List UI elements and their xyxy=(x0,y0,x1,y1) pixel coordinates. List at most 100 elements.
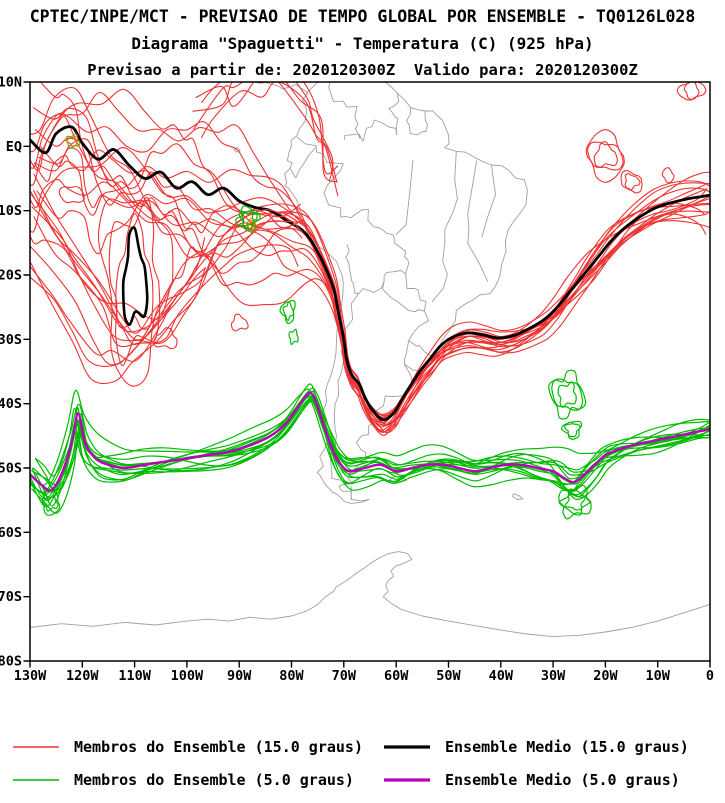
map-plot-area xyxy=(30,82,710,638)
legend-line-members-15c-icon xyxy=(13,746,59,748)
contour-blob-5c xyxy=(288,328,299,346)
coastline xyxy=(345,244,385,295)
x-axis-label: 90W xyxy=(227,668,252,684)
contour-blob-15c xyxy=(593,141,618,168)
x-axis-label: 20W xyxy=(593,668,618,684)
contour-blob-15c xyxy=(620,170,643,194)
coastline xyxy=(481,164,496,238)
y-axis-label: 10S xyxy=(0,203,22,219)
contour-blob-15c xyxy=(587,141,624,171)
y-axis-label: 30S xyxy=(0,332,22,348)
members-15c-southwest-member xyxy=(31,206,303,333)
members-15c-member xyxy=(35,138,710,419)
members-15c-north-member xyxy=(193,82,338,183)
members-15c-member xyxy=(30,178,710,425)
members-15c-southwest-member xyxy=(33,189,302,334)
coastline xyxy=(511,493,524,500)
legend-label-members-5c: Membros do Ensemble (5.0 graus) xyxy=(74,771,354,789)
legend-label-mean-5c: Ensemble Medio (5.0 graus) xyxy=(445,771,680,789)
contour-blob-mean-15c xyxy=(121,226,149,326)
legend-row-15c: Membros do Ensemble (15.0 graus) Ensembl… xyxy=(0,737,725,757)
members-15c-southwest-member xyxy=(30,194,304,344)
coastline xyxy=(382,280,425,313)
coastline xyxy=(358,92,400,142)
contour-blob-15c xyxy=(676,82,707,101)
members-5c-mean xyxy=(30,391,710,492)
contour-blob-15c xyxy=(585,129,625,183)
title-line-1: CPTEC/INPE/MCT - PREVISAO DE TEMPO GLOBA… xyxy=(29,7,696,26)
x-axis-label: 50W xyxy=(436,668,461,684)
members-5c-member xyxy=(30,390,710,496)
coastline xyxy=(423,310,430,322)
legend-label-mean-15c: Ensemble Medio (15.0 graus) xyxy=(445,738,689,756)
contour-blob-15c xyxy=(97,198,174,387)
y-axis-label: 10N xyxy=(0,75,22,91)
x-axis-label: 60W xyxy=(384,668,409,684)
x-axis-label: 110W xyxy=(118,668,151,684)
y-axis-label: 70S xyxy=(0,589,22,605)
coastline xyxy=(406,107,428,136)
y-axis-label: 80S xyxy=(0,654,22,670)
contour-blob-5c xyxy=(43,495,59,512)
legend-line-members-5c-icon xyxy=(13,779,59,781)
legend-item-members-5c: Membros do Ensemble (5.0 graus) xyxy=(12,771,383,789)
coastline xyxy=(404,320,430,366)
members-5c-member xyxy=(35,398,710,507)
coastline xyxy=(284,82,528,504)
contour-blob-15c xyxy=(661,167,675,184)
members-15c-north-member xyxy=(192,82,334,182)
map-frame xyxy=(29,81,711,662)
members-15c-member xyxy=(39,82,710,428)
members-5c-member xyxy=(30,396,710,493)
title-line-3: Previsao a partir de: 2020120300Z Valido… xyxy=(87,61,638,79)
y-axis-label: 60S xyxy=(0,525,22,541)
coastline xyxy=(467,160,478,244)
x-axis-label: 10W xyxy=(646,668,671,684)
contour-blob-5c xyxy=(41,490,61,516)
coastline xyxy=(444,151,458,244)
contour-blob-5c xyxy=(557,381,577,408)
members-15c-southwest-member xyxy=(33,173,305,345)
legend-item-members-15c: Membros do Ensemble (15.0 graus) xyxy=(12,738,383,756)
coastline xyxy=(345,208,410,275)
legend-label-members-15c: Membros do Ensemble (15.0 graus) xyxy=(74,738,363,756)
contour-blob-secondary xyxy=(65,133,81,150)
title-line-2: Diagrama "Spaguetti" - Temperatura (C) (… xyxy=(131,34,594,53)
contour-blob-15c xyxy=(115,213,154,330)
x-axis-label: 120W xyxy=(66,668,99,684)
x-axis-label: 130W xyxy=(14,668,47,684)
y-axis-label: 50S xyxy=(0,461,22,477)
members-15c-southwest-member xyxy=(33,216,299,348)
contour-blob-15c xyxy=(230,313,249,332)
coastline xyxy=(328,82,361,140)
x-axis-label: 100W xyxy=(171,668,204,684)
legend-item-mean-5c: Ensemble Medio (5.0 graus) xyxy=(383,771,680,789)
contour-blob-5c xyxy=(558,484,592,520)
coastline xyxy=(431,242,448,302)
legend-row-5c: Membros do Ensemble (5.0 graus) Ensemble… xyxy=(0,770,725,790)
members-15c-member xyxy=(30,88,706,431)
members-5c-member xyxy=(35,398,710,494)
coastline xyxy=(395,160,414,235)
coastline xyxy=(296,136,347,218)
members-15c-member xyxy=(40,146,707,426)
legend: Membros do Ensemble (15.0 graus) Ensembl… xyxy=(0,731,725,803)
legend-line-mean-15c-icon xyxy=(384,745,430,749)
contour-blob-5c xyxy=(564,493,586,511)
members-15c-member xyxy=(32,107,710,415)
y-axis-label: EQ xyxy=(6,139,22,155)
x-axis-label: 40W xyxy=(489,668,514,684)
contour-blob-15c xyxy=(153,327,178,350)
coastline xyxy=(383,270,427,312)
contour-blob-5c xyxy=(558,488,592,516)
members-15c-north-member xyxy=(201,82,338,183)
y-axis-label: 20S xyxy=(0,268,22,284)
members-15c-member xyxy=(34,129,710,426)
legend-line-mean-5c-icon xyxy=(384,778,430,782)
contour-blob-5c xyxy=(564,423,581,438)
coastline xyxy=(233,147,241,153)
contour-blob-5c xyxy=(548,369,587,420)
members-5c-member xyxy=(32,392,710,500)
members-5c-member xyxy=(30,383,710,498)
coastline xyxy=(30,551,710,638)
